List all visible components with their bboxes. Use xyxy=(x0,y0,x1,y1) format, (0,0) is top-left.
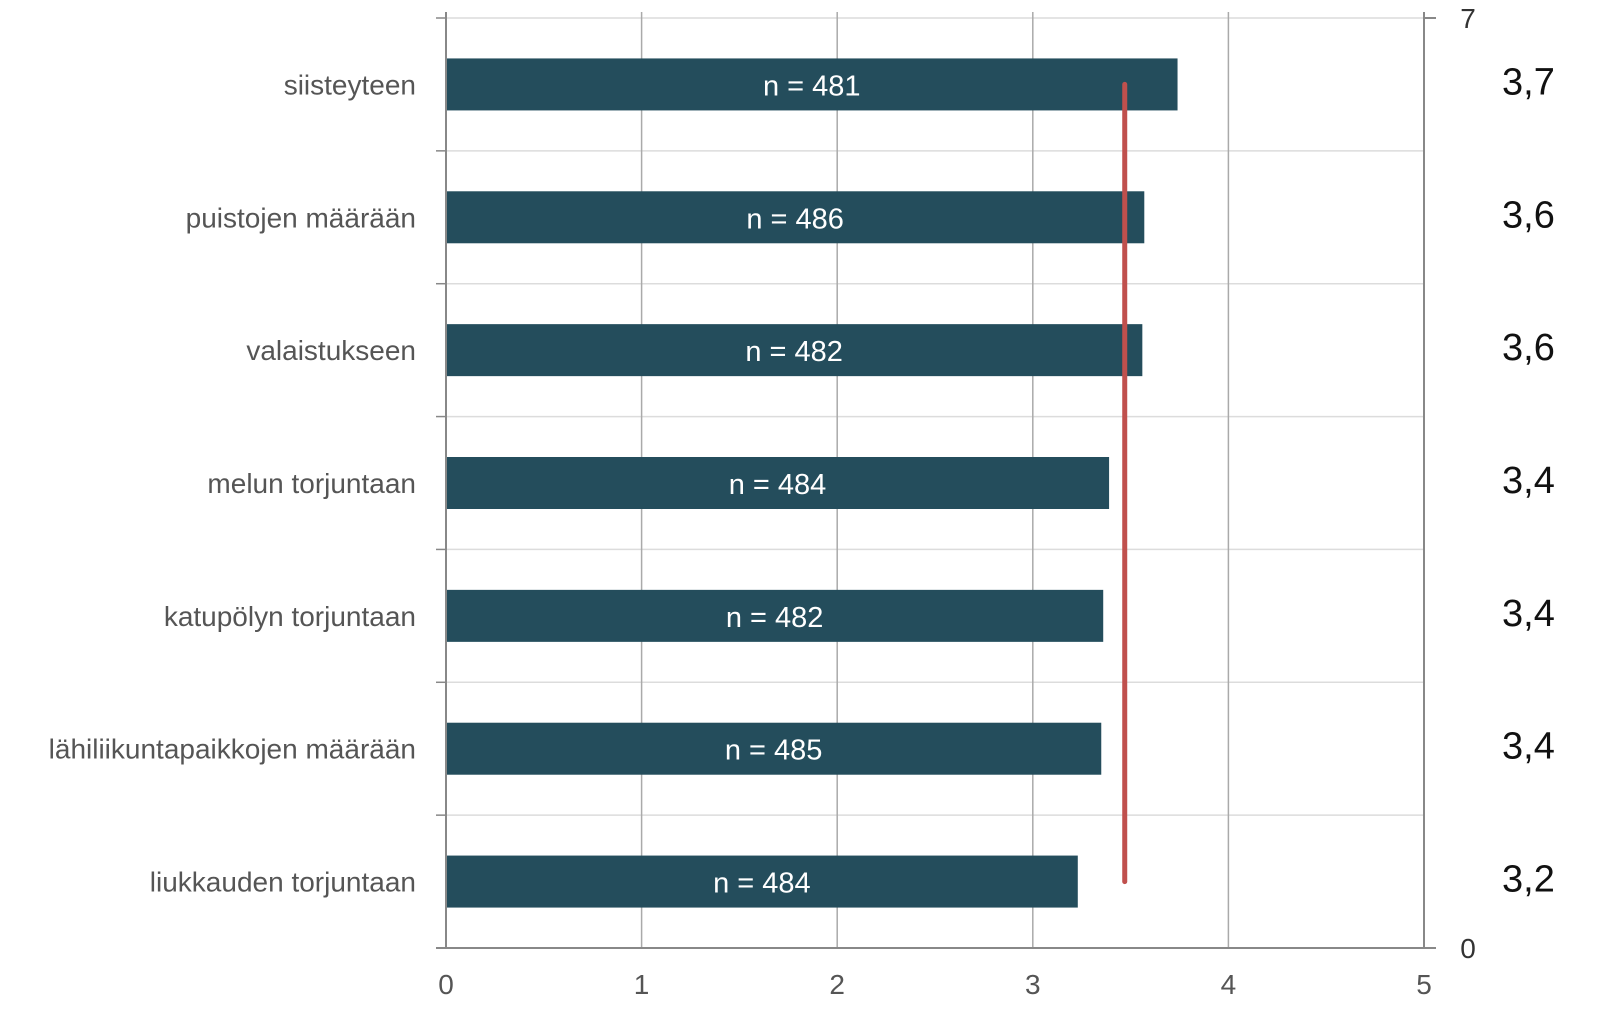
category-label: valaistukseen xyxy=(246,335,416,366)
category-label: siisteyteen xyxy=(284,69,416,100)
bar-count-labels: n = 481 n = 486 n = 482 n = 484 n = 482 n = 4… xyxy=(713,70,860,899)
category-label: katupölyn torjuntaan xyxy=(164,601,416,632)
value-label: 3,6 xyxy=(1502,194,1555,236)
bar-count-label: n = 484 xyxy=(713,868,811,900)
bar xyxy=(447,58,1178,111)
bar-count-label: n = 485 xyxy=(725,735,823,767)
bar-count-label: n = 481 xyxy=(763,70,861,102)
value-label: 3,4 xyxy=(1502,460,1555,502)
bar-count-label: n = 482 xyxy=(745,336,843,368)
bar xyxy=(447,324,1143,377)
bar-count-label: n = 484 xyxy=(729,469,827,501)
bar-count-label: n = 482 xyxy=(726,602,824,634)
value-label: 3,4 xyxy=(1502,593,1555,635)
bar xyxy=(447,191,1145,244)
bars xyxy=(447,58,1178,908)
category-label: lähiliikuntapaikkojen määrään xyxy=(49,734,416,765)
value-labels: 3,7 3,6 3,6 3,4 3,4 3,4 3,2 xyxy=(1502,61,1555,900)
bar xyxy=(447,589,1104,642)
x-tick-label: 0 xyxy=(438,969,454,1000)
x-tick-label: 4 xyxy=(1221,969,1237,1000)
value-label: 3,2 xyxy=(1502,859,1555,901)
category-label: liukkauden torjuntaan xyxy=(150,867,416,898)
bar-count-label: n = 486 xyxy=(746,203,844,235)
x-tick-label: 5 xyxy=(1416,969,1432,1000)
secondary-axis-tick-labels: 70 xyxy=(1460,3,1476,964)
secondary-axis-tick-label: 7 xyxy=(1460,3,1476,34)
bar xyxy=(447,855,1078,908)
x-tick-labels: 0 1 2 3 4 5 xyxy=(438,969,1432,1000)
x-tick-label: 1 xyxy=(634,969,650,1000)
value-label: 3,6 xyxy=(1502,327,1555,369)
axes xyxy=(436,12,1436,949)
horizontal-gridlines xyxy=(446,17,1424,949)
bar xyxy=(447,722,1102,775)
category-labels: siisteyteen puistojen määrään valaistuksee… xyxy=(49,69,416,897)
category-label: puistojen määrään xyxy=(186,202,416,233)
category-label: melun torjuntaan xyxy=(207,468,416,499)
value-label: 3,7 xyxy=(1502,61,1555,103)
bar xyxy=(447,457,1110,509)
value-label: 3,4 xyxy=(1502,726,1555,768)
x-tick-label: 2 xyxy=(829,969,845,1000)
secondary-axis-tick-label: 0 xyxy=(1460,933,1476,964)
x-tick-label: 3 xyxy=(1025,969,1041,1000)
